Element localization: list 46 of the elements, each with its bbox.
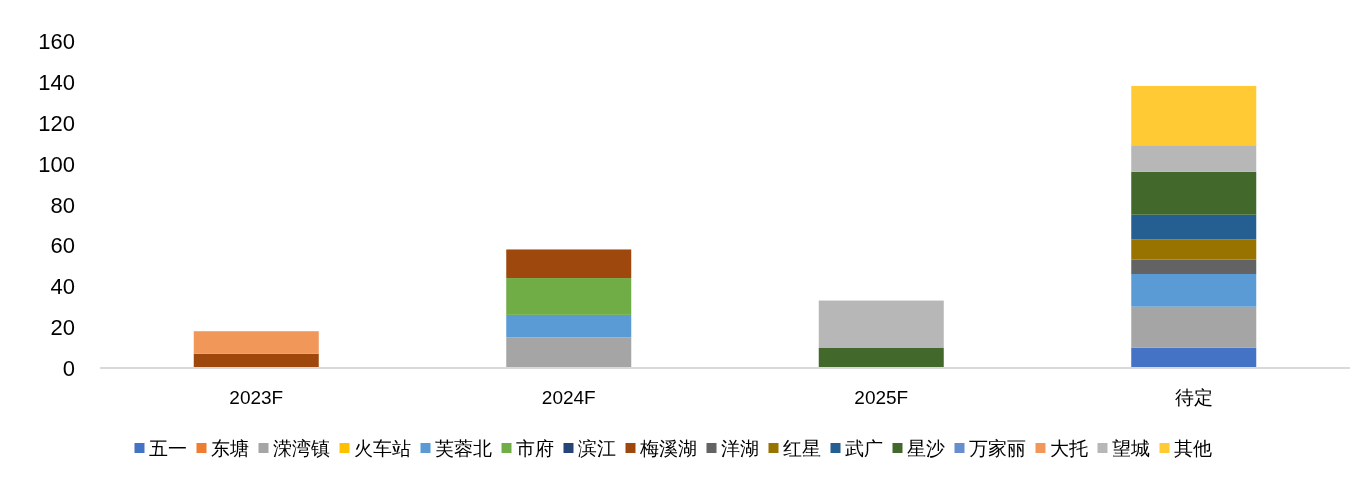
y-tick-label: 40 — [50, 274, 75, 300]
legend-label: 芙蓉北 — [434, 438, 492, 459]
y-tick-label: 140 — [38, 69, 75, 95]
legend-label: 洋湖 — [720, 438, 759, 459]
bar — [818, 300, 944, 348]
x-tick-label: 2023F — [229, 387, 284, 408]
legend-label: 五一 — [148, 438, 187, 459]
y-tick-label: 0 — [62, 356, 75, 381]
y-tick-label: 60 — [50, 233, 75, 259]
bar — [1131, 214, 1257, 240]
y-tick-label: 100 — [38, 151, 75, 177]
x-tick-label: 待定 — [1174, 387, 1213, 408]
legend-label: 望城 — [1111, 438, 1150, 459]
bar — [818, 347, 944, 368]
legend-label: 星沙 — [906, 438, 945, 459]
legend-label: 东塘 — [210, 438, 249, 459]
legend-label: 梅溪湖 — [638, 438, 697, 459]
bar — [506, 314, 632, 338]
bar — [1131, 239, 1257, 260]
y-tick-label: 20 — [50, 315, 75, 341]
legend-label: 溁湾镇 — [272, 438, 330, 459]
bar — [506, 249, 632, 279]
bar — [1131, 145, 1257, 172]
bar — [1131, 171, 1257, 215]
y-tick-label: 160 — [38, 29, 75, 54]
bar — [1131, 306, 1257, 348]
bar — [193, 331, 319, 354]
legend-label: 市府 — [515, 438, 554, 459]
legend-label: 大托 — [1049, 438, 1088, 459]
bar — [193, 353, 319, 368]
legend-label: 滨江 — [577, 438, 616, 459]
bar — [1131, 259, 1257, 274]
bar — [1131, 273, 1257, 307]
legend-label: 武广 — [844, 438, 883, 459]
y-tick-label: 80 — [50, 192, 75, 218]
x-tick-label: 2025F — [854, 387, 909, 408]
bar — [1131, 347, 1257, 368]
bar — [1131, 85, 1257, 146]
y-tick-label: 120 — [38, 110, 75, 136]
bar — [506, 337, 632, 368]
legend-label: 万家丽 — [968, 438, 1026, 459]
legend-label: 火车站 — [353, 438, 411, 459]
legend-label: 红星 — [782, 438, 821, 459]
bar — [506, 278, 632, 315]
x-tick-label: 2024F — [541, 387, 596, 408]
legend-label: 其他 — [1173, 438, 1212, 459]
